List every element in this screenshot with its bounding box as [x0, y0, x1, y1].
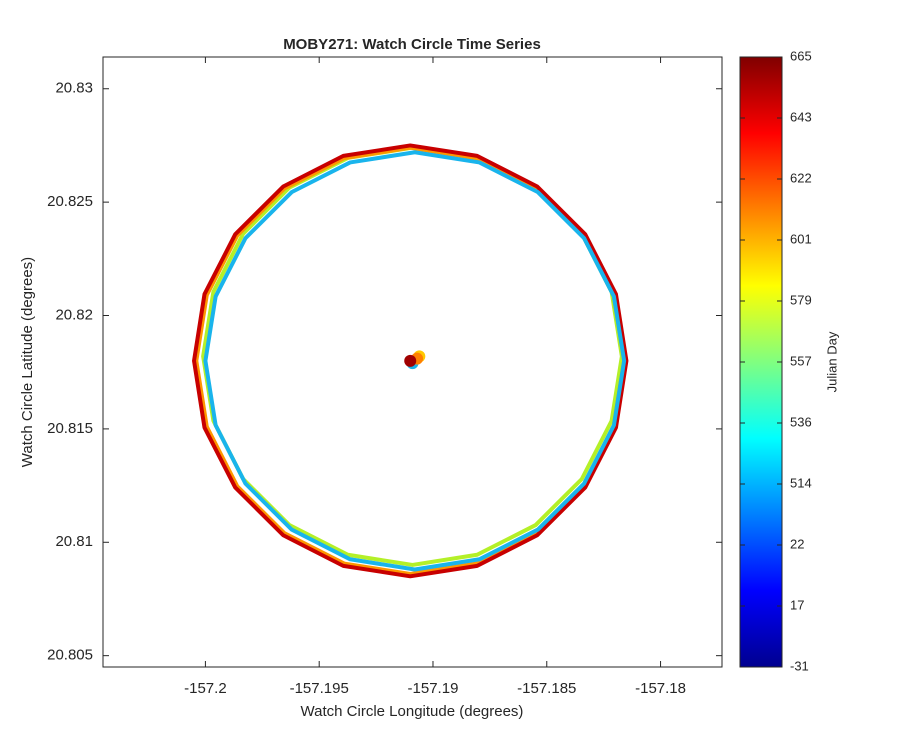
y-tick-label: 20.825: [47, 193, 93, 210]
y-tick-label: 20.805: [47, 647, 93, 664]
colorbar-tick-label: 601: [790, 231, 812, 246]
colorbar-tick-label: 643: [790, 109, 812, 124]
colorbar-label: Julian Day: [824, 331, 839, 392]
x-axis-label: Watch Circle Longitude (degrees): [301, 703, 524, 720]
x-tick-label: -157.185: [517, 680, 576, 697]
anchor-point: [404, 354, 417, 367]
x-tick-label: -157.18: [635, 680, 686, 697]
y-tick-label: 20.83: [55, 80, 93, 97]
colorbar-tick-label: 622: [790, 170, 812, 185]
watch-circle: [194, 145, 627, 577]
colorbar-tick-label: -31: [790, 658, 809, 673]
y-tick-label: 20.815: [47, 420, 93, 437]
colorbar: [739, 56, 783, 668]
chart-title: MOBY271: Watch Circle Time Series: [283, 36, 541, 53]
x-tick-label: -157.19: [408, 680, 459, 697]
colorbar-tick-label: 557: [790, 353, 812, 368]
watch-circle: [192, 143, 629, 579]
colorbar-tick-label: 536: [790, 414, 812, 429]
y-axis-label: Watch Circle Latitude (degrees): [19, 257, 36, 467]
colorbar-tick-label: 579: [790, 292, 812, 307]
x-tick-label: -157.2: [184, 680, 227, 697]
colorbar-tick-label: 665: [790, 48, 812, 63]
x-tick-label: -157.195: [290, 680, 349, 697]
y-tick-label: 20.82: [55, 306, 93, 323]
y-tick-label: 20.81: [55, 533, 93, 550]
plot-layer: [192, 143, 629, 579]
watch-circle: [203, 150, 627, 572]
colorbar-tick-label: 17: [790, 597, 804, 612]
colorbar-tick-label: 514: [790, 475, 812, 490]
colorbar-tick-label: 22: [790, 536, 804, 551]
